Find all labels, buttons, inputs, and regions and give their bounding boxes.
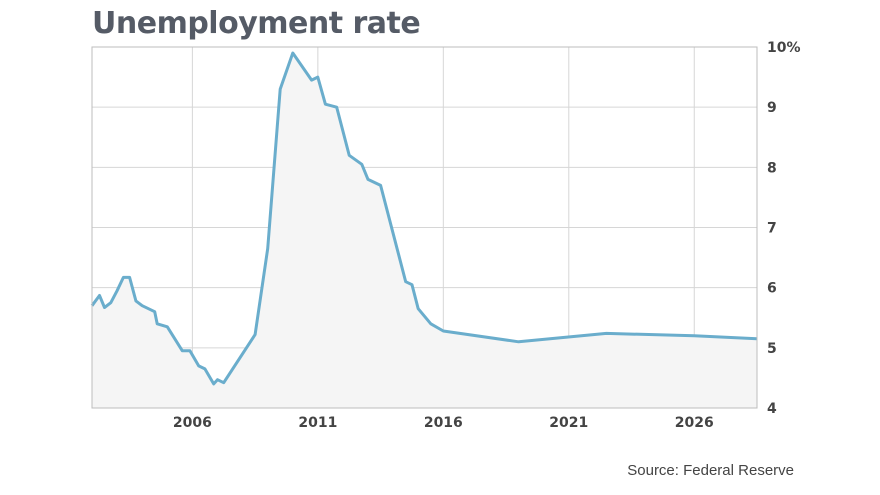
series-line — [90, 51, 758, 386]
x-tick-label: 2006 — [173, 415, 212, 431]
x-tick-label: 2021 — [549, 415, 588, 431]
y-tick-label: 5 — [767, 341, 777, 357]
source-note: Source: Federal Reserve — [627, 462, 794, 479]
x-axis: 2006 2011 2016 2021 2026 — [173, 415, 714, 431]
x-tick-label: 2011 — [298, 415, 337, 431]
y-tick-label: 10% — [767, 40, 801, 56]
y-tick-label: 4 — [767, 401, 777, 417]
plot-frame — [91, 46, 758, 409]
y-tick-label: 7 — [767, 221, 777, 237]
x-tick-label: 2026 — [675, 415, 714, 431]
y-tick-label: 6 — [767, 281, 777, 297]
chart-title: Unemployment rate — [92, 6, 421, 41]
x-tick-label: 2016 — [424, 415, 463, 431]
y-tick-label: 8 — [767, 160, 777, 176]
y-axis: 4 5 6 7 8 9 10% — [767, 40, 801, 417]
y-tick-label: 9 — [767, 100, 777, 116]
